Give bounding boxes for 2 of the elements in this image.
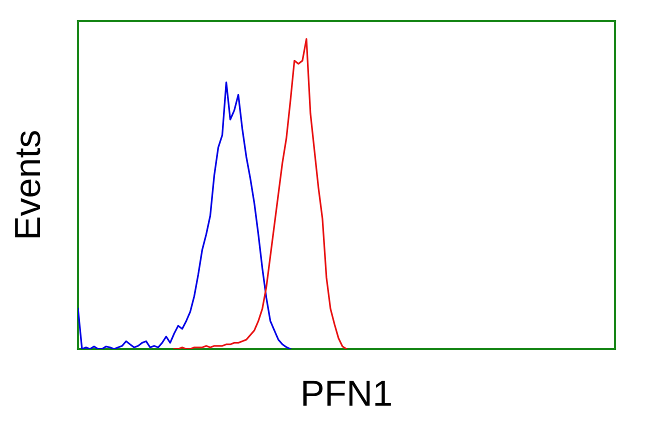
x-axis-title: PFN1 [303, 380, 391, 406]
y-axis-title: Events [15, 131, 40, 238]
